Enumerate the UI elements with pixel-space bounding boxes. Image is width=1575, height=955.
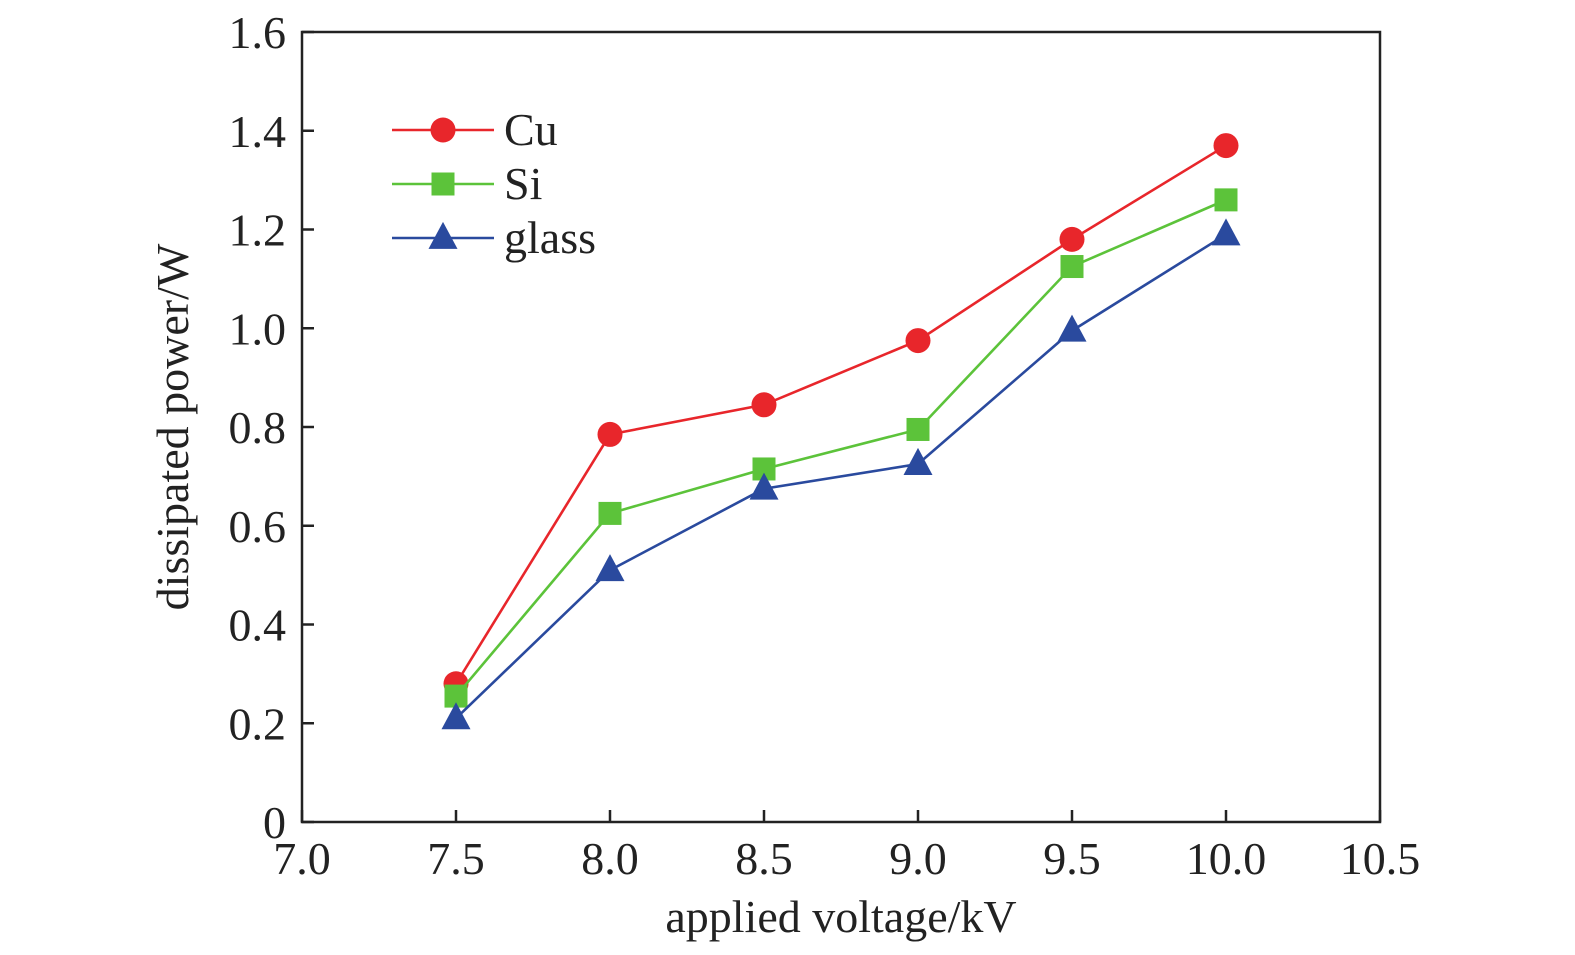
series-cu-point	[905, 328, 931, 354]
y-tick-label: 0.2	[229, 698, 287, 749]
legend-cu-label: Cu	[504, 104, 558, 155]
series-si-line	[455, 198, 1227, 697]
y-tick-label: 0.8	[229, 402, 287, 453]
series-layer	[441, 133, 1241, 730]
legend-item-cu: Cu	[392, 104, 558, 155]
series-si-point	[444, 684, 468, 708]
x-axis-label: applied voltage/kV	[665, 891, 1016, 942]
x-tick-label: 7.0	[273, 833, 331, 884]
series-glass-line	[455, 233, 1227, 720]
series-si-point	[906, 417, 930, 441]
y-tick-label: 1.0	[229, 303, 287, 354]
series-cu-point	[751, 392, 777, 418]
series-si-point	[752, 457, 776, 481]
x-tick-label: 10.5	[1340, 833, 1421, 884]
legend-si-label: Si	[504, 158, 542, 209]
legend-si-marker	[431, 172, 455, 196]
x-tick-label: 8.5	[735, 833, 793, 884]
x-axis: 7.0 7.5 8.0 8.5 9.0 9.5 10.0 10.5	[273, 810, 1420, 884]
series-glass-point	[1211, 218, 1241, 246]
series-cu-point	[1059, 226, 1085, 252]
y-tick-label: 1.6	[229, 7, 287, 58]
series-si-point	[598, 501, 622, 525]
series-glass-point	[903, 447, 933, 475]
series-glass-point	[595, 554, 625, 582]
series-cu-point	[1213, 133, 1239, 159]
series-glass-point	[749, 472, 779, 500]
series-glass-point	[1057, 314, 1087, 342]
y-tick-label: 0.4	[229, 600, 287, 651]
series-glass	[441, 218, 1241, 730]
y-axis: 0 0.2 0.4 0.6 0.8 1.0 1.2 1.4 1.6	[229, 7, 314, 848]
legend-item-si: Si	[392, 158, 542, 209]
legend-glass-label: glass	[504, 212, 596, 263]
y-tick-label: 1.4	[229, 106, 287, 157]
y-axis-label: dissipated power/W	[147, 243, 198, 610]
x-tick-label: 9.5	[1043, 833, 1101, 884]
x-tick-label: 7.5	[427, 833, 485, 884]
y-tick-label: 0	[263, 797, 286, 848]
legend-glass-marker	[428, 221, 458, 249]
x-tick-label: 9.0	[889, 833, 947, 884]
x-tick-label: 10.0	[1186, 833, 1267, 884]
legend-item-glass: glass	[392, 212, 596, 263]
series-cu-line	[454, 144, 1227, 685]
legend-cu-marker	[430, 117, 456, 143]
series-si	[444, 188, 1238, 708]
series-glass-point	[441, 702, 471, 730]
y-tick-label: 1.2	[229, 205, 287, 256]
series-cu-point	[597, 421, 623, 447]
x-tick-label: 8.0	[581, 833, 639, 884]
y-tick-label: 0.6	[229, 501, 287, 552]
series-si-point	[1214, 188, 1238, 212]
series-si-point	[1060, 255, 1084, 279]
